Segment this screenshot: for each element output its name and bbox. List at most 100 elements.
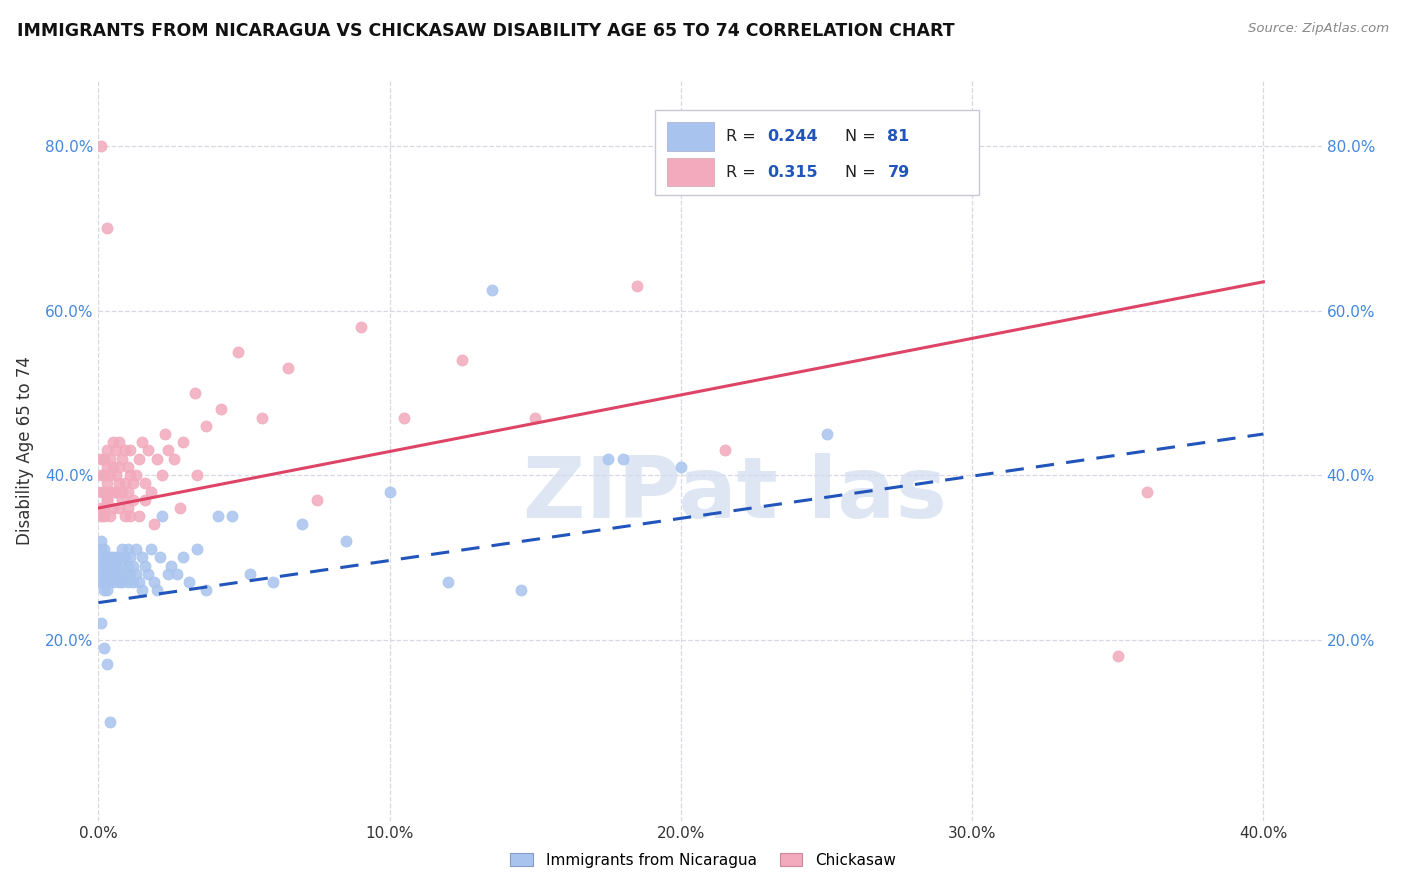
Point [117,459,139,474]
Point [713,443,735,458]
Point [114,550,136,565]
Point [108,435,131,450]
Point [111,575,134,590]
Point [96,558,118,573]
Point [90,468,112,483]
Point [262,575,284,590]
Point [96,583,118,598]
Point [152,509,174,524]
Point [157,566,180,581]
Point [96,566,118,581]
Point [125,566,148,581]
Point [186,468,208,483]
Point [177,575,200,590]
Point [626,279,648,293]
Point [93,558,115,573]
Point [98,714,121,729]
Point [596,451,619,466]
Point [90,533,112,548]
Point [335,533,357,548]
Point [93,484,115,499]
Point [120,566,142,581]
Text: 0.315: 0.315 [768,165,818,179]
Point [111,484,134,499]
Point [128,451,150,466]
Point [98,468,121,483]
Point [669,459,692,474]
Point [90,139,112,153]
Point [93,575,115,590]
Point [524,410,547,425]
Point [93,501,115,516]
Point [120,443,142,458]
Point [349,320,371,334]
Point [239,566,262,581]
Point [142,575,165,590]
Y-axis label: Disability Age 65 to 74: Disability Age 65 to 74 [15,356,34,545]
Point [96,443,118,458]
Point [104,550,127,565]
Point [90,558,112,573]
Point [90,484,112,499]
Point [305,492,328,507]
Point [142,517,165,532]
Point [128,509,150,524]
Point [96,566,118,581]
Point [93,542,115,557]
Point [101,550,124,565]
Point [93,566,115,581]
Point [98,550,121,565]
Point [169,501,191,516]
Point [90,616,112,631]
Point [93,640,115,655]
Point [104,484,127,499]
Point [152,468,174,483]
Point [122,558,145,573]
Point [96,575,118,590]
Point [120,509,142,524]
Text: Source: ZipAtlas.com: Source: ZipAtlas.com [1249,22,1389,36]
Point [90,451,112,466]
Point [90,575,112,590]
Point [195,583,218,598]
Point [96,459,118,474]
Text: 79: 79 [887,165,910,179]
Point [136,566,159,581]
Point [1107,649,1129,664]
Point [101,435,124,450]
Point [378,484,401,499]
Point [122,575,145,590]
Point [114,509,136,524]
Point [90,501,112,516]
Point [291,517,314,532]
FancyBboxPatch shape [668,158,714,186]
Point [111,492,134,507]
Point [101,558,124,573]
Point [101,566,124,581]
Point [131,435,153,450]
Point [125,542,148,557]
Text: 81: 81 [887,129,910,144]
Point [195,418,218,433]
Point [108,550,131,565]
Point [114,443,136,458]
Point [122,476,145,491]
Point [481,283,503,297]
Point [139,484,162,499]
FancyBboxPatch shape [655,110,979,195]
Point [93,468,115,483]
Point [93,451,115,466]
Point [145,451,167,466]
Point [104,566,127,581]
Point [114,476,136,491]
Point [111,542,134,557]
Point [815,427,838,442]
Point [90,550,112,565]
Point [117,484,139,499]
Point [98,558,121,573]
Point [104,443,127,458]
Point [108,476,131,491]
Point [108,459,131,474]
Point [134,476,156,491]
Point [101,459,124,474]
